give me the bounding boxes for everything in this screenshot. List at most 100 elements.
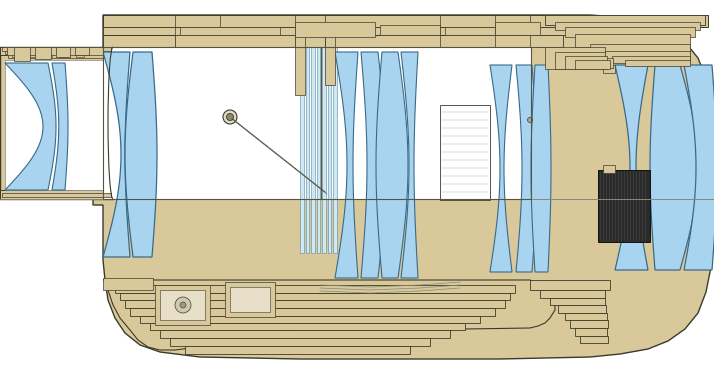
Bar (555, 52, 605, 69)
Bar (625, 60, 690, 66)
Bar (160, 330, 450, 338)
Bar (230, 287, 270, 312)
Polygon shape (125, 52, 157, 257)
Bar (103, 27, 633, 35)
Polygon shape (401, 52, 418, 278)
Bar (0, 47, 113, 55)
Bar (590, 44, 690, 54)
Bar (605, 58, 613, 68)
Bar (8, 54, 108, 58)
Bar (0, 190, 113, 199)
Bar (150, 323, 465, 330)
Bar (306, 47, 309, 253)
Bar (76, 47, 84, 57)
Bar (300, 47, 303, 253)
Bar (311, 47, 314, 253)
Bar (115, 285, 515, 293)
Polygon shape (103, 280, 555, 350)
Bar (575, 60, 610, 69)
Circle shape (226, 114, 233, 121)
Polygon shape (103, 52, 130, 257)
Polygon shape (0, 47, 113, 199)
Bar (56, 47, 70, 57)
Bar (125, 300, 505, 308)
Bar (12, 47, 20, 57)
Bar (545, 47, 605, 69)
Bar (540, 290, 605, 298)
Bar (103, 35, 563, 47)
Polygon shape (93, 15, 713, 359)
Bar (316, 47, 320, 253)
Bar (295, 35, 305, 95)
Bar (120, 293, 510, 300)
Bar (225, 282, 275, 317)
Bar (44, 47, 52, 57)
Bar (155, 285, 210, 325)
Bar (5, 60, 110, 190)
Bar (328, 47, 331, 253)
Polygon shape (52, 63, 68, 190)
Bar (600, 51, 690, 59)
Bar (570, 320, 608, 328)
Bar (140, 316, 480, 323)
Circle shape (180, 302, 186, 308)
Bar (180, 27, 280, 35)
Bar (170, 338, 430, 346)
Bar (103, 47, 321, 199)
Bar (380, 25, 440, 35)
Bar (321, 47, 531, 199)
Bar (5, 51, 110, 54)
Bar (545, 15, 705, 25)
Bar (2, 47, 111, 51)
Bar (28, 47, 36, 57)
Bar (14, 47, 30, 61)
Polygon shape (684, 65, 714, 270)
Bar (603, 165, 615, 173)
Bar (565, 313, 607, 320)
Bar (175, 35, 295, 47)
Bar (565, 56, 607, 69)
Bar (35, 47, 51, 59)
Polygon shape (615, 65, 648, 270)
Bar (598, 170, 650, 242)
Polygon shape (516, 65, 537, 272)
Bar (7, 47, 103, 55)
Bar (333, 47, 336, 253)
Circle shape (175, 297, 191, 313)
Bar (580, 336, 608, 343)
Bar (495, 22, 540, 35)
Bar (550, 298, 605, 305)
Bar (185, 346, 410, 354)
Bar (60, 47, 68, 57)
Bar (103, 15, 708, 27)
Bar (130, 308, 495, 316)
Polygon shape (335, 52, 358, 278)
Bar (558, 305, 606, 313)
Polygon shape (5, 63, 56, 190)
Bar (575, 34, 690, 47)
Bar (445, 27, 495, 35)
Bar (2, 193, 111, 197)
Circle shape (223, 110, 237, 124)
Bar (565, 27, 695, 37)
Bar (295, 22, 375, 37)
Polygon shape (650, 65, 698, 270)
Bar (575, 328, 607, 336)
Bar (160, 290, 205, 320)
Bar (603, 65, 615, 73)
Polygon shape (490, 65, 512, 272)
Bar (555, 22, 700, 30)
Polygon shape (361, 52, 386, 278)
Bar (612, 56, 690, 63)
Bar (75, 47, 89, 55)
Bar (530, 280, 610, 290)
Polygon shape (531, 65, 551, 272)
Bar (103, 47, 321, 199)
Bar (325, 35, 335, 85)
Bar (103, 278, 153, 290)
Bar (322, 47, 326, 253)
Circle shape (528, 118, 533, 122)
Bar (321, 47, 531, 199)
Bar (440, 105, 490, 200)
Polygon shape (376, 52, 408, 278)
